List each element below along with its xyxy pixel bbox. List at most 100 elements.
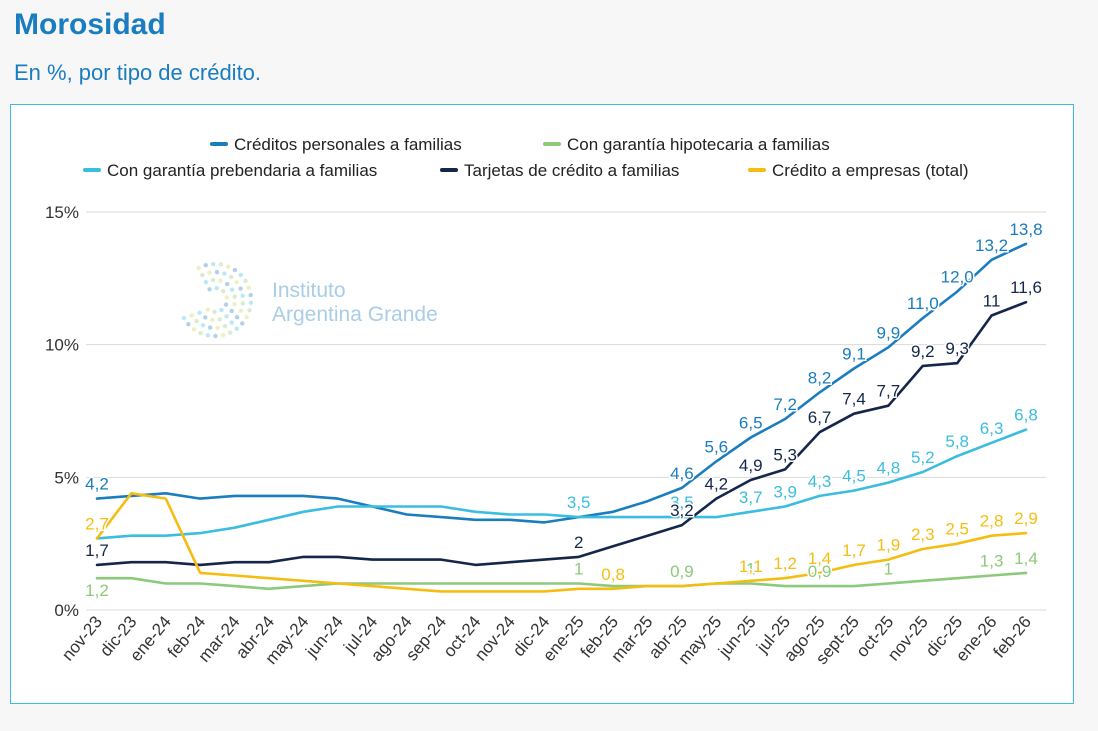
watermark-dot xyxy=(220,288,226,294)
data-label: 1 xyxy=(884,559,893,578)
watermark-dot xyxy=(238,308,244,313)
watermark-dot xyxy=(186,322,191,327)
watermark-dot xyxy=(243,278,248,284)
watermark-dot xyxy=(189,313,194,318)
data-label: 1,3 xyxy=(980,552,1004,571)
data-label: 1,7 xyxy=(842,541,866,560)
data-labels: 4,23,54,65,66,57,28,29,19,911,012,013,21… xyxy=(84,218,1044,601)
watermark-dot xyxy=(232,267,238,273)
watermark-dot xyxy=(194,318,199,324)
watermark-dot xyxy=(232,301,237,307)
data-label: 2,7 xyxy=(85,514,109,533)
watermark-dot xyxy=(219,307,224,313)
data-label: 9,9 xyxy=(877,323,901,342)
watermark-dot xyxy=(224,281,230,287)
watermark-dot xyxy=(238,286,243,291)
data-label: 2,9 xyxy=(1014,509,1038,528)
data-label: 3,7 xyxy=(739,488,763,507)
legend: Créditos personales a familias Con garant… xyxy=(83,135,969,180)
data-label: 1 xyxy=(574,559,583,578)
watermark-dot xyxy=(224,314,229,319)
watermark-line2: Argentina Grande xyxy=(272,303,438,326)
watermark-dot xyxy=(215,325,220,331)
data-label: 4,2 xyxy=(705,475,729,494)
watermark-dot xyxy=(229,287,235,292)
watermark-dot xyxy=(217,317,222,322)
x-tick-label: feb-26 xyxy=(990,612,1036,661)
data-label: 5,3 xyxy=(773,445,797,464)
watermark-dot xyxy=(207,270,212,275)
data-label: 4,3 xyxy=(808,472,832,491)
data-label: 0,9 xyxy=(670,562,694,581)
legend-label: Crédito a empresas (total) xyxy=(772,161,969,180)
watermark-dot xyxy=(246,285,252,290)
watermark-dot xyxy=(218,278,223,283)
series-line-4 xyxy=(95,492,1028,593)
data-label: 6,7 xyxy=(808,408,832,427)
x-tick-label: nov-23 xyxy=(58,612,106,664)
watermark-dot xyxy=(203,263,208,268)
data-label: 7,4 xyxy=(842,390,866,409)
data-label: 2,7 xyxy=(85,514,109,533)
watermark-dot xyxy=(218,262,224,267)
series-lines xyxy=(95,242,1028,593)
data-label: 9,2 xyxy=(911,342,935,361)
watermark-dot xyxy=(244,315,249,320)
series-line-3 xyxy=(95,300,1028,567)
watermark-dot xyxy=(228,274,234,280)
data-label: 5,8 xyxy=(945,432,969,451)
watermark-dot xyxy=(205,307,210,312)
series-line-1 xyxy=(95,571,1028,591)
watermark-dot xyxy=(229,308,234,314)
data-label: 1,2 xyxy=(85,581,109,600)
watermark-dot xyxy=(203,315,208,320)
watermark-dot xyxy=(181,315,187,321)
grid-lines xyxy=(86,211,1046,611)
data-label: 4,6 xyxy=(670,464,694,483)
watermark-dot xyxy=(196,265,201,271)
data-label: 13,2 xyxy=(975,236,1008,255)
watermark-dot xyxy=(214,269,220,275)
watermark-logo: Instituto Argentina Grande xyxy=(181,261,438,339)
x-tick-label: jun-24 xyxy=(301,612,347,661)
y-tick-label: 10% xyxy=(45,336,79,355)
watermark-dot xyxy=(212,309,217,315)
data-label: 7,7 xyxy=(877,382,901,401)
watermark-dot xyxy=(234,315,240,320)
data-label: 6,3 xyxy=(980,419,1004,438)
data-label: 1,9 xyxy=(877,536,901,555)
watermark-dot xyxy=(228,330,233,335)
data-label: 3,5 xyxy=(670,493,694,512)
watermark-dot xyxy=(210,277,216,283)
watermark-dot xyxy=(240,293,245,299)
x-tick-label: jun-25 xyxy=(714,612,760,661)
watermark-dot xyxy=(240,301,245,306)
data-label: 11 xyxy=(983,291,1001,310)
watermark-dot xyxy=(205,333,211,338)
data-label: 2 xyxy=(574,533,583,552)
watermark-dot xyxy=(223,302,229,307)
data-label: 11,6 xyxy=(1010,278,1042,297)
data-label: 4,2 xyxy=(85,475,109,494)
watermark-dot xyxy=(211,261,216,267)
watermark-dot xyxy=(234,326,239,331)
data-label: 2,8 xyxy=(980,512,1004,531)
watermark-dot xyxy=(197,310,202,315)
watermark-dot xyxy=(198,330,203,336)
data-label: 5,6 xyxy=(705,437,729,456)
watermark-dot xyxy=(248,292,253,298)
watermark-dot xyxy=(238,272,244,278)
data-label: 4,9 xyxy=(739,456,763,475)
watermark-dot xyxy=(234,279,239,285)
page-subtitle: En %, por tipo de crédito. xyxy=(14,60,262,85)
data-label: 6,8 xyxy=(1014,406,1038,425)
watermark-dot xyxy=(220,332,226,338)
y-tick-label: 15% xyxy=(45,203,79,222)
watermark-dot xyxy=(229,320,234,325)
watermark-dot xyxy=(200,323,206,328)
watermark-dot xyxy=(207,325,213,330)
watermark-dot xyxy=(248,300,254,305)
data-label: 3,5 xyxy=(567,493,591,512)
watermark-dot xyxy=(214,285,219,291)
